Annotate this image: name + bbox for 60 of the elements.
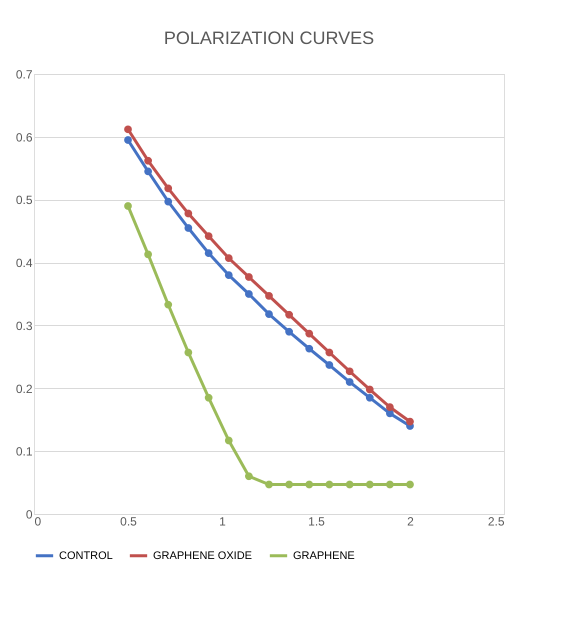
point [305, 344, 314, 353]
x-tick-label: 2.5 [488, 514, 505, 528]
y-tick-label: 0.1 [16, 444, 33, 459]
point [366, 480, 374, 488]
point [124, 202, 132, 210]
point [124, 125, 132, 134]
point [164, 300, 172, 309]
y-tick-label: 0.3 [16, 318, 33, 333]
point [144, 156, 152, 165]
point [406, 418, 414, 426]
point [386, 403, 394, 412]
point [164, 198, 172, 206]
x-tick-label: 2 [407, 514, 414, 528]
point [285, 310, 293, 319]
point [265, 310, 273, 318]
point [346, 480, 354, 488]
point [245, 472, 253, 480]
point [164, 184, 172, 192]
chart-title: POLARIZATION CURVES [164, 28, 374, 48]
point [184, 224, 192, 232]
point [366, 386, 374, 394]
point [325, 348, 334, 356]
point [184, 348, 192, 356]
point [386, 480, 394, 488]
x-tick-label: 1.5 [308, 514, 326, 528]
point [204, 232, 213, 240]
point [406, 480, 414, 488]
legend-label: GRAPHENE OXIDE [153, 550, 252, 562]
y-tick-label: 0.7 [16, 68, 33, 82]
point [245, 290, 253, 298]
x-tick-label: 0 [34, 514, 42, 528]
point [285, 328, 293, 336]
y-tick-label: 0.6 [16, 130, 33, 144]
point [204, 394, 213, 402]
point [144, 250, 152, 258]
point [204, 249, 213, 258]
point [366, 394, 374, 402]
point [245, 273, 253, 281]
legend-label: GRAPHENE [293, 550, 355, 562]
point [285, 480, 293, 488]
x-tick-label: 1 [219, 514, 226, 528]
point [346, 367, 354, 376]
y-tick-label: 0.2 [16, 382, 33, 396]
point [265, 480, 273, 488]
point [224, 271, 233, 280]
point [305, 330, 314, 338]
legend-label: CONTROL [59, 550, 113, 562]
point [346, 378, 354, 386]
point [224, 254, 233, 262]
point [224, 436, 233, 444]
point [265, 292, 273, 300]
point [144, 168, 152, 176]
y-tick-label: 0.5 [16, 193, 33, 208]
x-tick-label: 0.5 [120, 514, 138, 528]
y-tick-label: 0.4 [16, 256, 33, 270]
point [124, 136, 132, 144]
point [184, 210, 192, 218]
point [325, 361, 334, 369]
point [305, 480, 314, 488]
point [325, 480, 334, 488]
